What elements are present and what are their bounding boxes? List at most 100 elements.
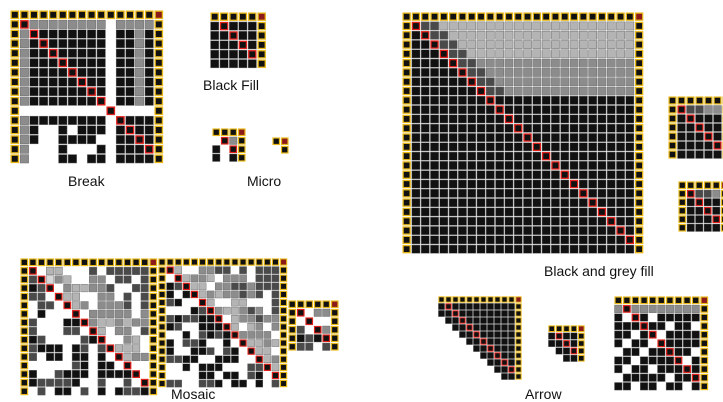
matrix-cell xyxy=(439,244,449,254)
matrix-cell xyxy=(219,40,229,50)
border-cell xyxy=(149,353,158,361)
matrix-cell xyxy=(29,96,39,106)
matrix-cell xyxy=(532,170,542,180)
matrix-cell xyxy=(551,77,560,87)
matrix-cell xyxy=(198,314,207,323)
matrix-cell xyxy=(439,86,449,96)
matrix-cell xyxy=(123,275,132,284)
matrix-cell xyxy=(255,282,264,291)
matrix-cell xyxy=(37,335,46,344)
border-cell xyxy=(223,258,231,266)
matrix-cell xyxy=(305,342,314,351)
border-cell xyxy=(445,296,452,303)
matrix-cell xyxy=(37,301,46,310)
matrix-cell xyxy=(616,198,625,207)
diagonal-cell xyxy=(135,135,144,144)
matrix-cell xyxy=(597,216,607,226)
matrix-cell xyxy=(476,77,486,87)
matrix-cell xyxy=(504,207,514,217)
matrix-cell xyxy=(597,142,607,152)
matrix-cell xyxy=(63,327,72,336)
border-cell xyxy=(158,371,166,380)
matrix-cell xyxy=(606,207,616,217)
diagonal-cell xyxy=(322,334,331,343)
matrix-cell xyxy=(77,115,87,125)
matrix-cell xyxy=(77,125,87,135)
matrix-cell xyxy=(494,303,501,310)
matrix-cell xyxy=(87,67,97,77)
matrix-cell xyxy=(182,355,191,364)
matrix-cell xyxy=(135,29,145,39)
matrix-cell xyxy=(144,48,154,58)
matrix-cell xyxy=(46,266,55,275)
matrix-cell xyxy=(96,77,106,87)
matrix-cell xyxy=(513,40,523,49)
matrix-cell xyxy=(430,170,439,180)
border-cell xyxy=(634,21,644,31)
matrix-cell xyxy=(198,339,207,347)
matrix-cell xyxy=(271,339,280,347)
matrix-cell xyxy=(532,226,542,235)
matrix-cell xyxy=(420,105,430,114)
matrix-cell xyxy=(182,331,191,339)
border-cell xyxy=(132,258,140,267)
matrix-cell xyxy=(569,123,579,133)
matrix-cell xyxy=(606,198,616,207)
corner-cell xyxy=(720,181,723,190)
matrix-cell xyxy=(579,114,588,124)
matrix-cell xyxy=(616,189,625,198)
matrix-cell xyxy=(106,266,115,275)
diagonal-cell xyxy=(174,274,182,282)
border-cell xyxy=(579,12,588,21)
matrix-cell xyxy=(458,207,467,217)
matrix-cell xyxy=(569,207,579,217)
matrix-cell xyxy=(223,347,231,355)
matrix-cell xyxy=(114,327,123,336)
matrix-cell xyxy=(532,77,542,87)
matrix-cell xyxy=(223,282,231,291)
matrix-cell xyxy=(487,338,494,345)
matrix-cell xyxy=(523,216,532,226)
matrix-cell xyxy=(501,310,508,317)
matrix-cell xyxy=(467,21,477,31)
border-cell xyxy=(149,310,158,318)
matrix-cell xyxy=(691,313,700,322)
matrix-cell xyxy=(271,298,280,307)
matrix-cell xyxy=(458,49,467,59)
border-cell xyxy=(154,116,164,125)
diagonal-cell xyxy=(46,284,54,292)
matrix-cell xyxy=(569,21,579,31)
border-cell xyxy=(402,31,411,40)
matrix-cell xyxy=(430,179,439,189)
border-cell xyxy=(411,12,421,21)
matrix-cell xyxy=(411,96,421,105)
matrix-cell xyxy=(125,87,135,97)
diagonal-cell xyxy=(713,141,722,150)
matrix-cell xyxy=(523,40,532,49)
matrix-cell xyxy=(229,21,238,31)
matrix-cell xyxy=(560,179,570,189)
border-cell xyxy=(668,141,677,150)
matrix-cell xyxy=(247,290,255,299)
matrix-cell xyxy=(430,216,439,226)
matrix-cell xyxy=(125,77,135,87)
matrix-arrow-c xyxy=(614,296,709,391)
matrix-cell xyxy=(570,332,578,340)
matrix-cell xyxy=(271,282,280,291)
matrix-cell xyxy=(513,179,523,189)
matrix-cell xyxy=(452,303,459,310)
matrix-cell xyxy=(677,150,686,159)
matrix-cell xyxy=(560,96,570,105)
matrix-cell xyxy=(532,198,542,207)
matrix-cell xyxy=(430,235,439,245)
matrix-cell xyxy=(588,114,597,124)
diagonal-cell xyxy=(476,86,486,96)
border-cell xyxy=(97,258,106,267)
matrix-cell xyxy=(597,151,607,161)
matrix-cell xyxy=(439,226,449,235)
matrix-cell xyxy=(458,105,467,114)
border-cell xyxy=(210,12,219,21)
matrix-cell xyxy=(39,77,49,87)
matrix-cell xyxy=(579,77,588,87)
matrix-cell xyxy=(569,40,579,49)
